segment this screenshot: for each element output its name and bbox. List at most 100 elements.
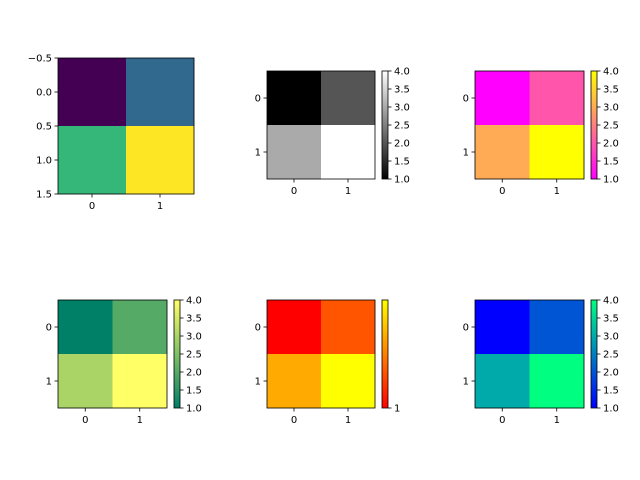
- colorbar-tick-label: 3.5: [186, 314, 202, 325]
- heatmap-cell-0-0: [58, 300, 113, 355]
- colorbar-tick-label: 1.5: [394, 157, 410, 168]
- colorbar-body: [590, 299, 598, 409]
- colorbar-tick-label: 2.5: [394, 121, 410, 132]
- x-tick-label: 0: [89, 201, 95, 212]
- colorbar-tick-label: 3.5: [603, 314, 619, 325]
- y-tick-label: 0.0: [36, 88, 52, 99]
- colorbar-tick-label: 4.0: [186, 296, 202, 307]
- heatmap-cell-1-0: [475, 125, 530, 180]
- x-tick-label: 0: [499, 415, 505, 426]
- colorbar-tick-label: 1.0: [394, 175, 410, 186]
- colorbar-tick-label: 4.0: [394, 67, 410, 78]
- y-tick-label: 0: [463, 323, 469, 334]
- y-tick-label: 1.5: [36, 190, 52, 201]
- y-tick-label: 1: [46, 377, 52, 388]
- heatmap-cell-0-1: [112, 300, 168, 355]
- heatmap-cell-0-0: [267, 71, 322, 126]
- y-tick-label: 0: [255, 94, 261, 105]
- colorbar-tick-label: 2.5: [186, 350, 202, 361]
- colorbar-tick-label: 1.0: [603, 404, 619, 415]
- y-tick-label: 1: [255, 148, 261, 159]
- axes-frame: [266, 70, 376, 180]
- heatmap-cell-0-1: [126, 58, 195, 127]
- colorbar-tick-label: 2.0: [394, 139, 410, 150]
- y-tick-label: 1: [255, 377, 261, 388]
- colorbar-tick-label: 2.5: [603, 121, 619, 132]
- heatmap-cell-0-1: [529, 300, 585, 355]
- colorbar-tick-label: 1.5: [603, 157, 619, 168]
- x-tick-label: 1: [345, 186, 351, 197]
- colorbar: 1.0 1.5 2.0 2.5 3.0 3.5 4.0: [381, 67, 410, 186]
- colorbar: 1.0 1.5 2.0 2.5 3.0 3.5 4.0: [590, 67, 619, 186]
- x-tick-label: 1: [345, 415, 351, 426]
- x-tick-label: 1: [137, 415, 143, 426]
- heatmap-cell-1-1: [321, 125, 376, 180]
- y-tick-label: 1.0: [36, 156, 52, 167]
- colorbar-tick-label: 3.5: [394, 85, 410, 96]
- x-tick-label: 0: [499, 186, 505, 197]
- colorbar-tick-label: 2.5: [603, 350, 619, 361]
- colorbar-tick-label: 3.0: [603, 332, 619, 343]
- colorbar-tick-label: 2.0: [603, 368, 619, 379]
- heatmap-cell-0-1: [321, 300, 376, 355]
- colorbar-tick-label: 3.5: [603, 85, 619, 96]
- y-tick-label: 0.5: [36, 122, 52, 133]
- colorbar-tick-label: 2.0: [186, 368, 202, 379]
- subplot-viridis: 0 1 −0.5 0.0 0.5 1.0 1.5: [28, 54, 195, 212]
- colorbar-tick-label: 4.0: [603, 67, 619, 78]
- y-tick-label: 0: [255, 323, 261, 334]
- heatmap-cell-1-0: [267, 354, 322, 409]
- colorbar-body: [381, 70, 389, 180]
- heatmap-cell-0-1: [529, 71, 585, 126]
- x-tick-label: 0: [291, 415, 297, 426]
- colorbar: 1.0 1.5 2.0 2.5 3.0 3.5 4.0: [590, 296, 619, 415]
- y-tick-label: 0: [46, 323, 52, 334]
- axes-frame: [474, 70, 585, 180]
- heatmap-cell-1-1: [112, 354, 168, 409]
- heatmap-cell-1-0: [475, 354, 530, 409]
- x-tick-label: 0: [291, 186, 297, 197]
- colorbar-tick-label: 1.0: [603, 175, 619, 186]
- colorbar-tick-label: 2.0: [603, 139, 619, 150]
- x-tick-label: 1: [554, 415, 560, 426]
- colorbar-tick-label: 4.0: [603, 296, 619, 307]
- x-tick-label: 1: [157, 201, 163, 212]
- y-tick-label: 1: [463, 377, 469, 388]
- subplot-autumn: 0 1 0 1 1: [255, 299, 400, 426]
- x-tick-label: 1: [554, 186, 560, 197]
- subplot-spring: 0 1 0 1 1.0 1.5 2.0 2.5 3.0 3.5 4.0: [463, 67, 619, 198]
- colorbar-body: [381, 299, 389, 409]
- colorbar-body: [590, 70, 598, 180]
- heatmap-cell-0-0: [475, 71, 530, 126]
- heatmap-cell-0-0: [267, 300, 322, 355]
- colorbar-tick-label: 1.5: [603, 386, 619, 397]
- axes-frame: [474, 299, 585, 409]
- heatmap-cell-1-1: [529, 354, 585, 409]
- axes-frame: [266, 299, 376, 409]
- heatmap-cell-1-1: [321, 354, 376, 409]
- subplot-summer: 0 1 0 1 1.0 1.5 2.0 2.5 3.0 3.5 4.0: [46, 296, 202, 427]
- heatmap-cell-0-0: [475, 300, 530, 355]
- colorbar-body: [173, 299, 181, 409]
- subplot-winter: 0 1 0 1 1.0 1.5 2.0 2.5 3.0 3.5 4.0: [463, 296, 619, 427]
- colorbar-tick-label: 1.0: [186, 404, 202, 415]
- heatmap-cell-1-0: [267, 125, 322, 180]
- colorbar-tick-label: 3.0: [186, 332, 202, 343]
- y-tick-label: 0: [463, 94, 469, 105]
- colorbar-tick-label: 3.0: [603, 103, 619, 114]
- heatmap-cell-1-1: [529, 125, 585, 180]
- colorbar-tick-label: 1.5: [186, 386, 202, 397]
- colorbar-tick-label: 3.0: [394, 103, 410, 114]
- heatmap-cell-1-0: [58, 354, 113, 409]
- colorbar-tick-label: 1: [394, 404, 400, 415]
- y-tick-label: 1: [463, 148, 469, 159]
- subplot-gray: 0 1 0 1 1.0 1.5 2.0 2.5 3.0 3.5 4.0: [255, 67, 410, 198]
- y-tick-label: −0.5: [28, 54, 52, 65]
- colorbar: 1: [381, 299, 400, 415]
- x-tick-label: 0: [82, 415, 88, 426]
- heatmap-cell-1-0: [58, 126, 127, 195]
- heatmap-cell-0-0: [58, 58, 127, 127]
- axes-frame: [57, 299, 168, 409]
- heatmap-cell-0-1: [321, 71, 376, 126]
